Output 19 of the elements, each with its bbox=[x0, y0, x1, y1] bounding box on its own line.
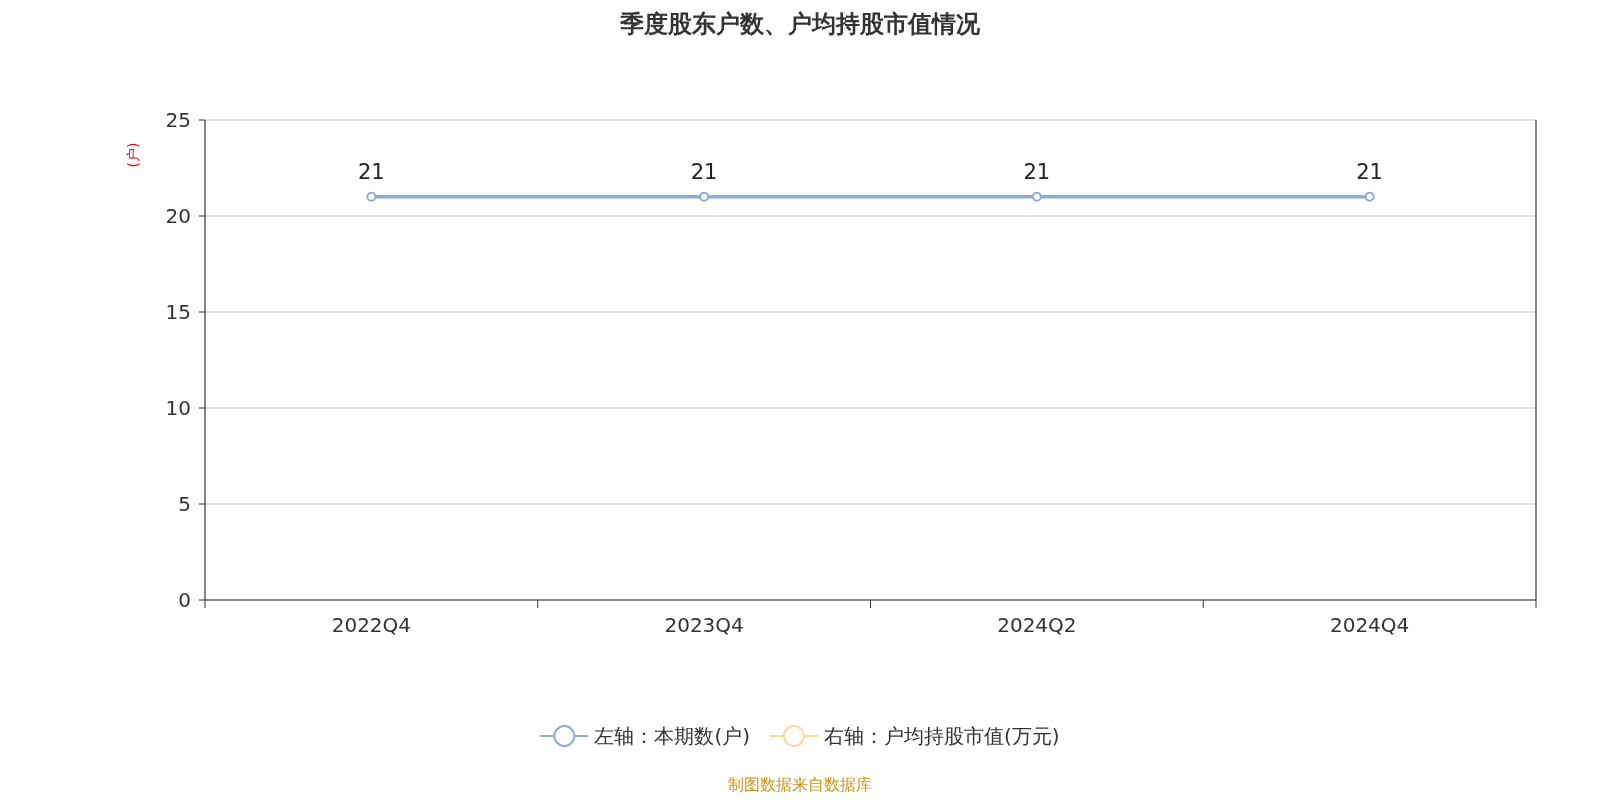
data-label: 21 bbox=[690, 159, 718, 184]
y-tick-label: 0 bbox=[178, 588, 191, 612]
x-tick-label: 2023Q4 bbox=[664, 613, 744, 637]
y-tick-label: 15 bbox=[165, 300, 191, 324]
y-tick-label: 25 bbox=[165, 108, 191, 132]
x-tick-label: 2024Q2 bbox=[997, 613, 1077, 637]
x-tick-label: 2022Q4 bbox=[331, 613, 412, 637]
legend-label: 左轴：本期数(户) bbox=[594, 724, 750, 748]
x-tick-label: 2024Q4 bbox=[1329, 613, 1410, 637]
data-label: 21 bbox=[1023, 159, 1051, 184]
legend-label: 右轴：户均持股市值(万元) bbox=[824, 724, 1060, 748]
y-tick-label: 20 bbox=[165, 204, 191, 228]
data-label: 21 bbox=[358, 159, 385, 184]
y-axis-title: (户) bbox=[125, 142, 141, 168]
data-label: 21 bbox=[1356, 159, 1383, 184]
y-tick-label: 5 bbox=[178, 492, 191, 516]
y-tick-label: 10 bbox=[165, 396, 191, 420]
chart-title: 季度股东户数、户均持股市值情况 bbox=[619, 10, 981, 38]
text: 制图数据来自数据库 bbox=[728, 775, 872, 794]
